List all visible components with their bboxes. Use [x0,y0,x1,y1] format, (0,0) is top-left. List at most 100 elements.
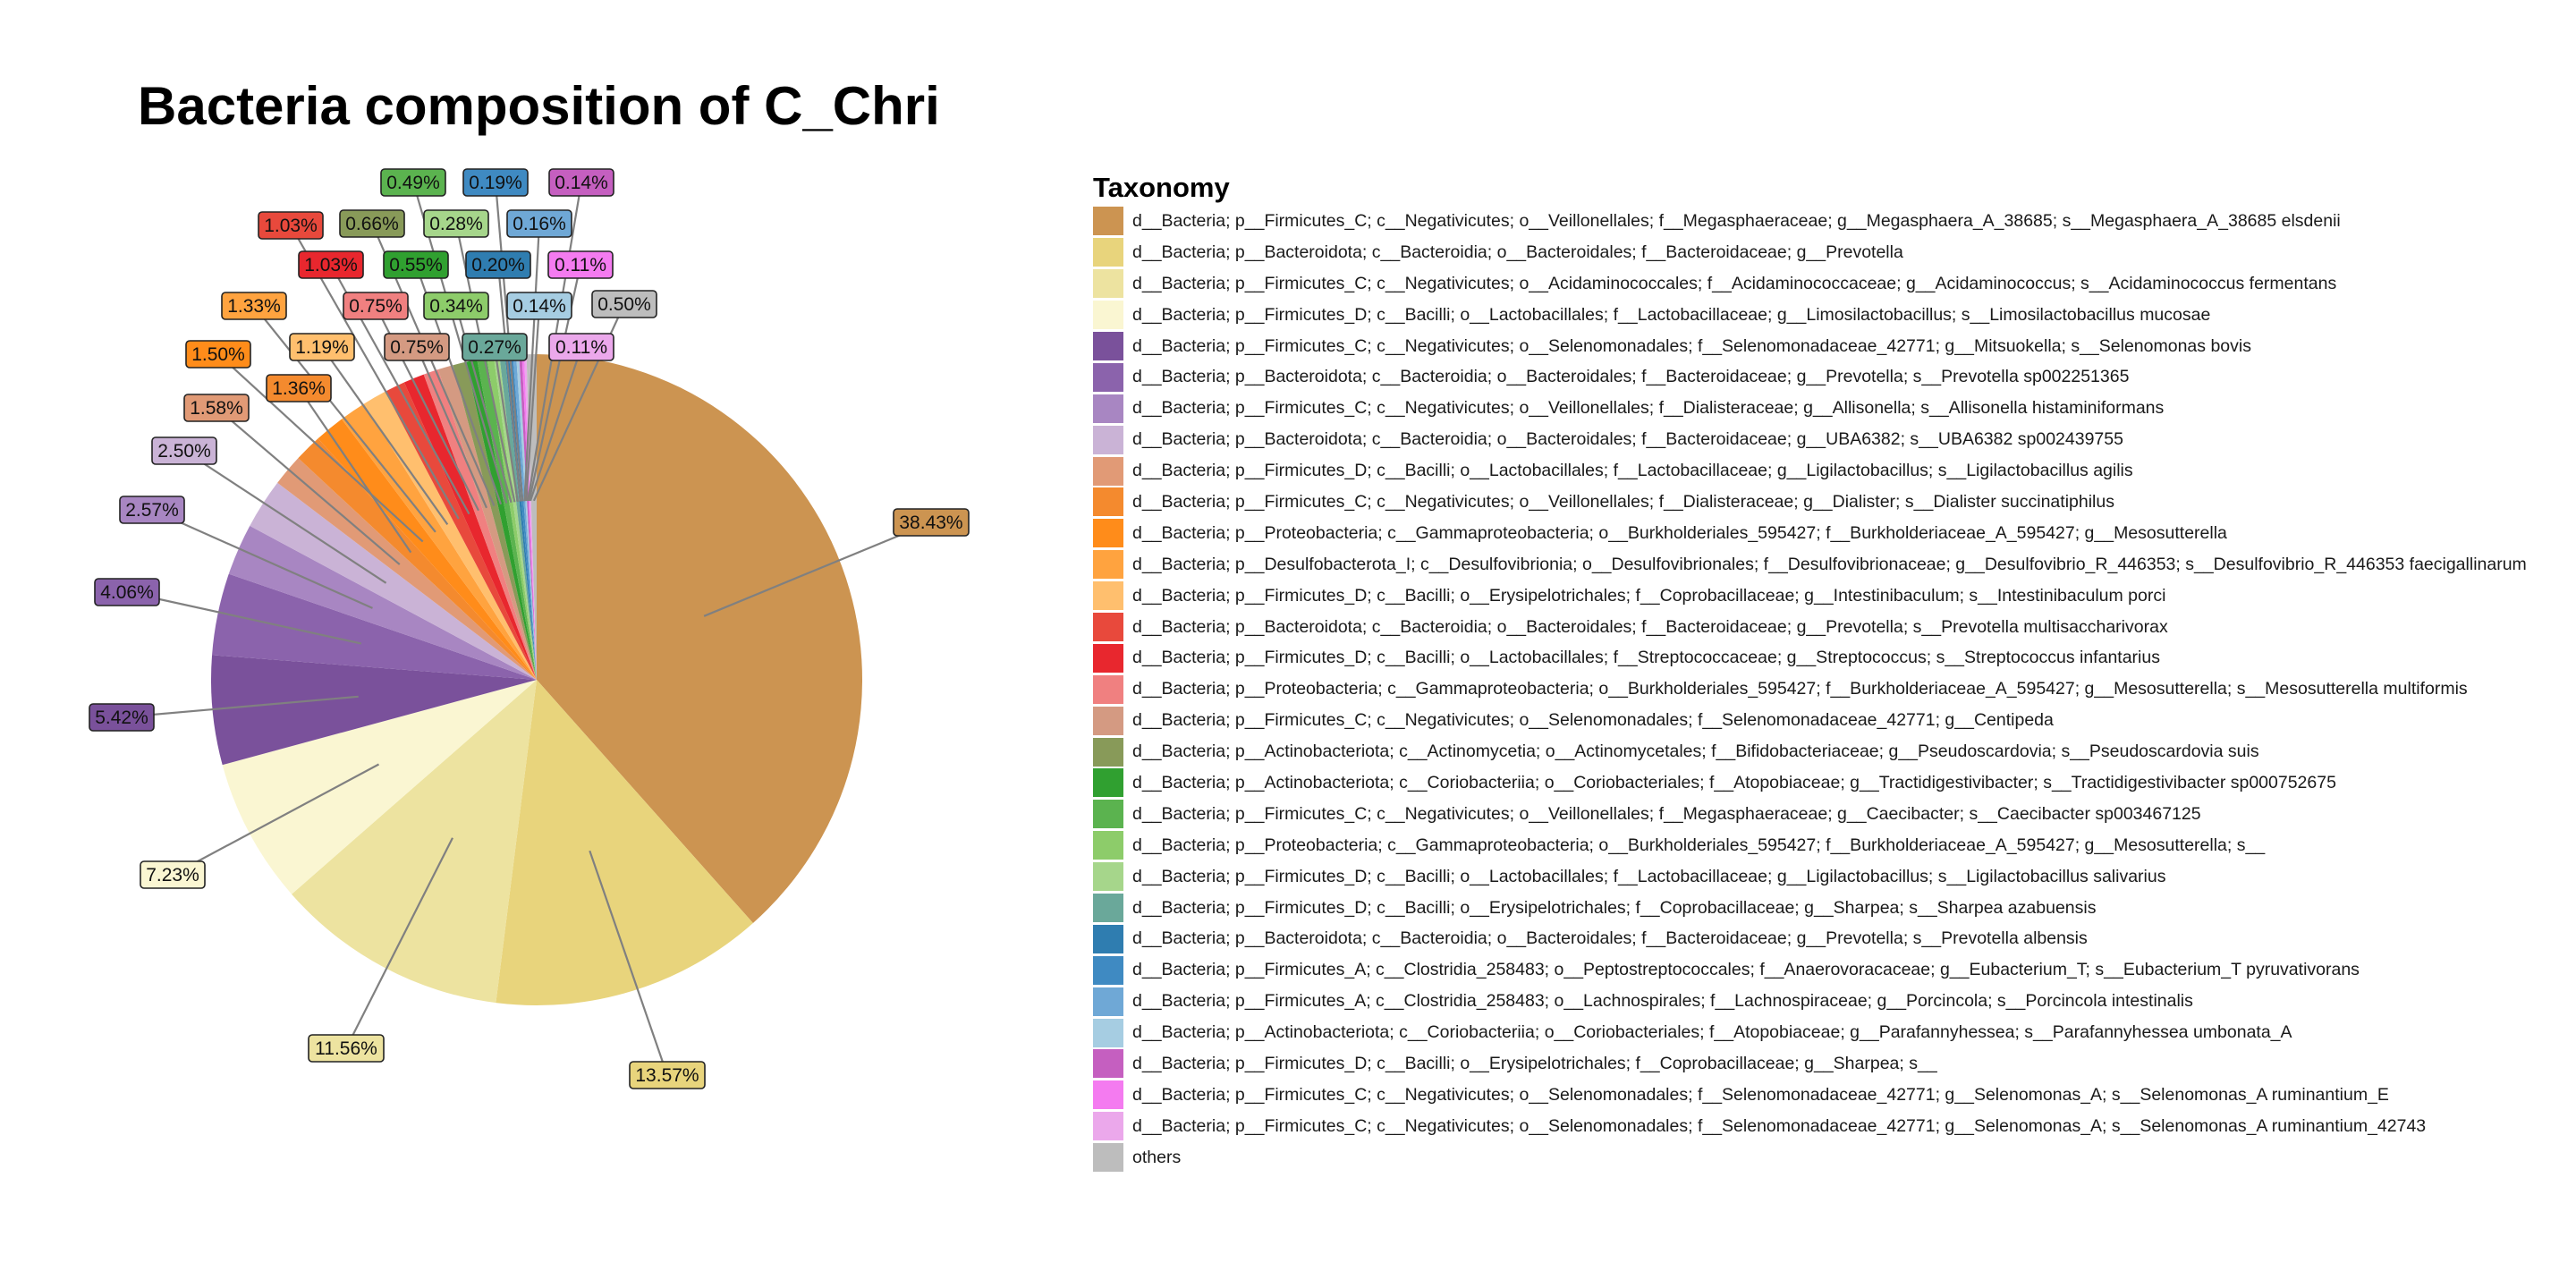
slice-label-box [893,508,970,537]
legend-swatch [1093,768,1123,798]
legend-item: d__Bacteria; p__Firmicutes_C; c__Negativ… [1093,1080,2569,1111]
slice-label: 0.55% [383,250,449,279]
slice-label-box [547,250,614,279]
pie-slice [466,360,537,680]
pie-slice [487,357,537,680]
legend-swatch [1093,674,1123,704]
legend-label: d__Bacteria; p__Actinobacteriota; c__Act… [1132,741,2259,762]
slice-label: 11.56% [308,1034,385,1063]
leader-line [589,850,669,1076]
slice-label-text: 11.56% [315,1038,377,1059]
legend-label: d__Bacteria; p__Firmicutes_C; c__Negativ… [1132,803,2201,824]
slice-label: 1.03% [298,250,364,279]
legend-swatch [1093,332,1123,360]
slice-label-text: 0.16% [513,214,566,234]
leader-line [703,521,932,617]
slice-label: 1.19% [289,333,355,361]
legend: Taxonomy d__Bacteria; p__Firmicutes_C; c… [1093,170,2569,1174]
legend-swatch [1093,862,1123,892]
slice-label-text: 5.42% [95,708,148,728]
legend-item: d__Bacteria; p__Bacteroidota; c__Bactero… [1093,923,2569,954]
slice-label-text: 1.33% [227,296,281,317]
slice-label-text: 0.14% [513,296,566,317]
slice-label: 0.50% [591,290,657,318]
slice-label-box [506,292,572,320]
legend-item: d__Bacteria; p__Firmicutes_D; c__Bacilli… [1093,1048,2569,1080]
slice-label-box [465,250,531,279]
legend-label: d__Bacteria; p__Firmicutes_D; c__Bacilli… [1132,897,2097,918]
legend-swatch [1093,831,1123,860]
legend-item: d__Bacteria; p__Firmicutes_D; c__Bacilli… [1093,580,2569,612]
chart-title: Bacteria composition of C_Chri [138,76,940,136]
legend-swatch [1093,238,1123,267]
legend-label: d__Bacteria; p__Firmicutes_D; c__Bacilli… [1132,585,2166,606]
legend-items: d__Bacteria; p__Firmicutes_C; c__Negativ… [1093,206,2569,1174]
legend-swatch [1093,519,1123,548]
slice-label-box [591,290,657,318]
legend-title: Taxonomy [1093,172,1230,203]
slice-label: 1.58% [183,394,250,422]
legend-label: d__Bacteria; p__Proteobacteria; c__Gamma… [1132,522,2227,543]
slice-label-text: 1.03% [304,255,358,275]
legend-swatch [1093,1049,1123,1079]
pie-slice [277,458,537,680]
pie-slice [516,354,537,680]
legend-item: d__Bacteria; p__Firmicutes_C; c__Negativ… [1093,268,2569,300]
leader-line [183,450,387,584]
leader-line [172,763,380,876]
slice-label-box [289,333,355,361]
legend-swatch [1093,1143,1123,1173]
legend-swatch [1093,394,1123,423]
slice-label-box [383,250,449,279]
legend-label: d__Bacteria; p__Firmicutes_D; c__Bacilli… [1132,866,2166,886]
slice-label-box [339,209,405,238]
slice-label: 0.75% [343,292,409,320]
slice-label: 0.14% [506,292,572,320]
slice-label-text: 0.11% [555,255,606,275]
slice-label-box [119,496,185,524]
pie-slice [210,655,537,766]
legend-label: d__Bacteria; p__Bacteroidota; c__Bactero… [1132,928,2088,949]
slice-label-text: 0.55% [389,255,443,275]
pie-slice [521,354,537,680]
slice-label-text: 0.19% [469,173,522,193]
legend-label: d__Bacteria; p__Bacteroidota; c__Bactero… [1132,429,2123,450]
slice-label-box [423,209,489,238]
leader-line [321,346,449,526]
legend-item: d__Bacteria; p__Bacteroidota; c__Bactero… [1093,424,2569,455]
leader-line [126,590,362,645]
legend-label: d__Bacteria; p__Bacteroidota; c__Bactero… [1132,367,2130,387]
leader-line [525,305,541,502]
slice-label: 0.14% [548,168,614,197]
slice-label-text: 2.57% [125,500,179,521]
legend-label: d__Bacteria; p__Proteobacteria; c__Gamma… [1132,835,2266,855]
slice-label-box [221,292,287,320]
legend-item: d__Bacteria; p__Firmicutes_C; c__Negativ… [1093,487,2569,518]
slice-label-box [462,333,528,361]
slice-label: 1.36% [266,374,332,402]
leader-line [345,837,453,1049]
legend-swatch [1093,301,1123,330]
legend-label: d__Bacteria; p__Firmicutes_C; c__Negativ… [1132,710,2054,731]
legend-swatch [1093,894,1123,923]
slice-label-text: 7.23% [146,865,199,886]
slice-label: 0.27% [462,333,528,361]
legend-swatch [1093,737,1123,767]
slice-label: 0.19% [462,168,529,197]
legend-label: d__Bacteria; p__Firmicutes_C; c__Negativ… [1132,398,2165,419]
legend-swatch [1093,955,1123,985]
pie-slice [437,365,537,680]
pie-slice [292,680,537,1004]
slice-label: 13.57% [629,1061,706,1089]
slice-label-text: 1.19% [295,337,349,358]
legend-label: d__Bacteria; p__Desulfobacterota_I; c__D… [1132,554,2527,574]
slice-label-box [343,292,409,320]
slice-label-text: 2.50% [157,441,211,462]
slice-label: 4.06% [94,578,160,606]
slice-label: 38.43% [893,508,970,537]
legend-label: d__Bacteria; p__Firmicutes_D; c__Bacilli… [1132,461,2133,481]
legend-label: d__Bacteria; p__Bacteroidota; c__Bactero… [1132,616,2168,637]
legend-item: d__Bacteria; p__Bacteroidota; c__Bactero… [1093,361,2569,393]
legend-swatch [1093,800,1123,829]
legend-item: d__Bacteria; p__Actinobacteriota; c__Cor… [1093,1017,2569,1048]
